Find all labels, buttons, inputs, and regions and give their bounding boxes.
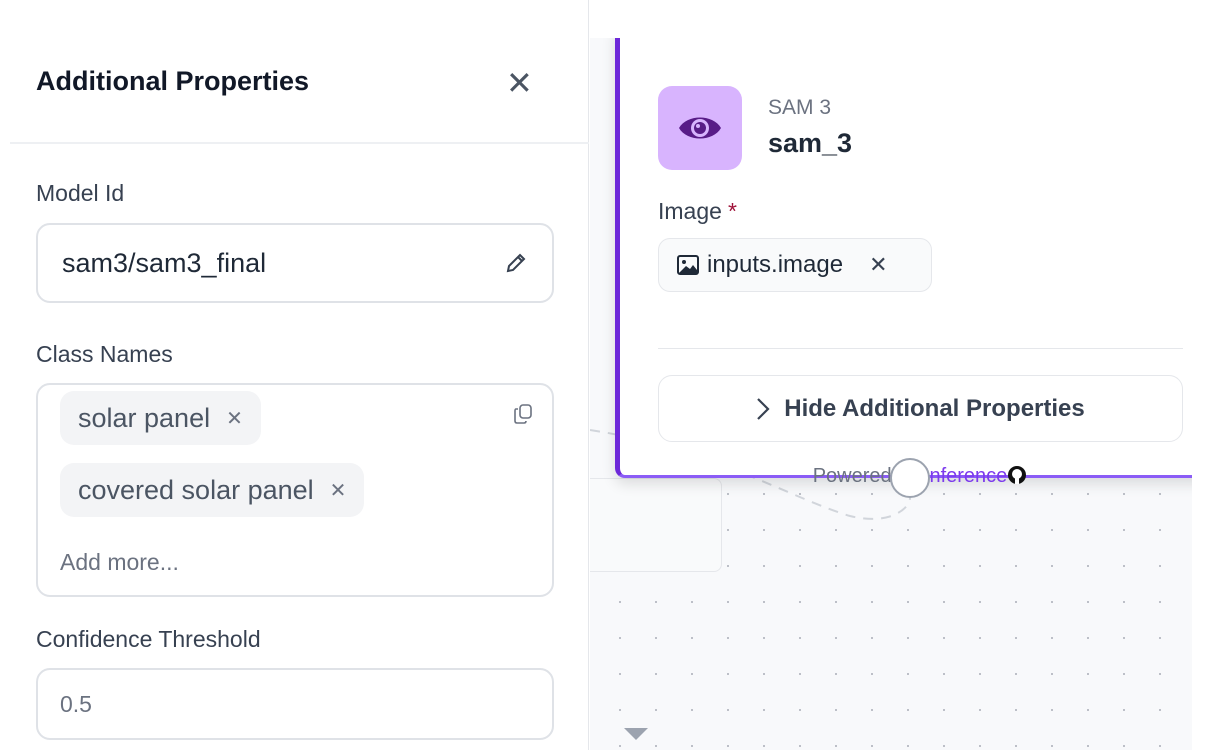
remove-chip-icon[interactable]: ✕ [226, 407, 243, 430]
eye-icon [658, 86, 742, 170]
confidence-threshold-value: 0.5 [60, 690, 92, 717]
panel-title: Additional Properties [36, 66, 310, 96]
output-handle[interactable] [890, 458, 930, 498]
image-label: Image * [658, 198, 737, 225]
inference-link[interactable]: Inference [923, 465, 1008, 487]
chip-label: solar panel [78, 402, 211, 433]
class-chip[interactable]: covered solar panel ✕ [60, 463, 365, 517]
hide-additional-properties-button[interactable]: Hide Additional Properties [658, 375, 1183, 442]
divider [658, 348, 1183, 349]
edge-arrow-icon [624, 728, 648, 740]
model-id-value: sam3/sam3_final [62, 247, 267, 278]
hide-button-label: Hide Additional Properties [784, 394, 1085, 422]
confidence-threshold-label: Confidence Threshold [36, 626, 261, 652]
sam3-node[interactable]: SAM 3 sam_3 Image * inputs.image ✕ Hide A… [615, 38, 1192, 487]
pencil-icon[interactable] [504, 251, 528, 275]
class-names-field[interactable]: solar panel ✕ covered solar panel ✕ Add mo… [36, 383, 554, 597]
remove-chip-icon[interactable]: ✕ [329, 479, 347, 502]
divider [10, 142, 589, 144]
chevron-right-icon [757, 397, 770, 420]
model-id-field[interactable]: sam3/sam3_final [36, 223, 554, 303]
copy-icon[interactable] [512, 403, 534, 425]
additional-properties-panel: Additional Properties ✕ Model Id sam3/sa… [0, 0, 589, 750]
image-icon [677, 255, 699, 275]
add-more-input[interactable]: Add more... [60, 549, 179, 575]
image-input-chip[interactable]: inputs.image ✕ [658, 238, 932, 292]
image-input-value: inputs.image [707, 251, 844, 278]
github-icon[interactable] [1007, 465, 1027, 485]
node-name: sam_3 [768, 128, 853, 158]
adjacent-node[interactable] [590, 478, 722, 572]
remove-image-input-icon[interactable]: ✕ [869, 252, 888, 277]
node-type: SAM 3 [768, 96, 832, 119]
class-chip[interactable]: solar panel ✕ [60, 391, 261, 445]
required-mark: * [727, 198, 737, 224]
close-icon[interactable]: ✕ [506, 65, 533, 101]
chip-label: covered solar panel [78, 474, 314, 505]
workflow-canvas[interactable]: SAM 3 sam_3 Image * inputs.image ✕ Hide A… [590, 38, 1192, 750]
class-names-label: Class Names [36, 341, 173, 367]
confidence-threshold-field[interactable]: 0.5 [36, 668, 554, 740]
image-label-text: Image [658, 198, 722, 224]
model-id-label: Model Id [36, 180, 125, 206]
